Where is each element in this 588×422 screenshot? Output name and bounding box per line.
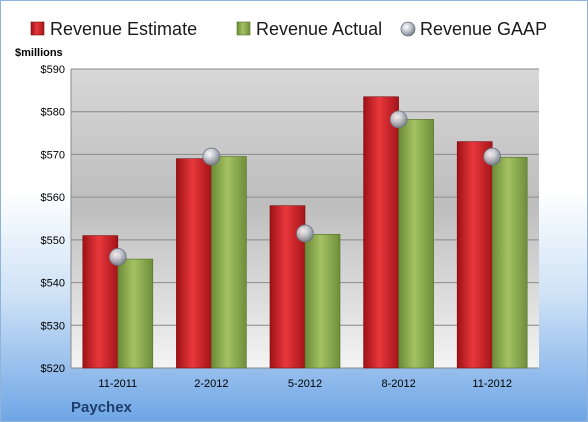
- bar-revenue-actual: [491, 157, 528, 369]
- x-tick-label: 11-2012: [472, 378, 512, 390]
- gaap-markers: [108, 110, 502, 266]
- x-tick-label: 8-2012: [381, 378, 415, 390]
- y-axis: $520 $530 $540 $550 $560 $570 $580 $590: [41, 64, 65, 375]
- y-axis-label: $millions: [15, 47, 63, 59]
- x-tick-label: 11-2011: [98, 378, 137, 390]
- bar-revenue-actual: [304, 234, 341, 369]
- legend-label: Revenue Estimate: [50, 19, 197, 39]
- y-tick-label: $520: [41, 363, 65, 375]
- legend-label: Revenue Actual: [256, 19, 382, 39]
- bar-revenue-estimate: [363, 96, 399, 369]
- x-tick-label: 5-2012: [288, 378, 322, 390]
- y-tick-label: $570: [41, 149, 65, 161]
- y-tick-label: $540: [41, 278, 65, 290]
- marker-revenue-gaap: [108, 248, 127, 266]
- bars: [82, 96, 528, 369]
- y-tick-label: $530: [41, 320, 65, 332]
- bar-revenue-actual: [398, 119, 434, 369]
- legend-label: Revenue GAAP: [420, 19, 547, 39]
- bar-revenue-actual: [211, 156, 247, 369]
- bar-revenue-estimate: [456, 141, 493, 369]
- company-name: Paychex: [71, 399, 133, 416]
- x-tick-label: 2-2012: [194, 378, 228, 390]
- y-tick-label: $580: [41, 107, 65, 119]
- marker-revenue-gaap: [202, 147, 221, 166]
- marker-revenue-gaap: [296, 224, 314, 243]
- legend-swatch-estimate: [30, 21, 45, 36]
- bar-revenue-estimate: [176, 158, 212, 369]
- y-tick-label: $550: [41, 235, 65, 247]
- x-axis: 11-2011 2-2012 5-2012 8-2012 11-2012: [98, 378, 512, 390]
- bar-revenue-actual: [117, 258, 154, 369]
- legend-swatch-actual: [236, 21, 251, 36]
- legend-swatch-gaap: [400, 21, 416, 37]
- y-tick-label: $560: [41, 192, 65, 204]
- y-tick-label: $590: [41, 64, 65, 76]
- marker-revenue-gaap: [389, 110, 408, 129]
- marker-revenue-gaap: [483, 147, 502, 166]
- legend: Revenue Estimate Revenue Actual Revenue GA…: [30, 19, 547, 39]
